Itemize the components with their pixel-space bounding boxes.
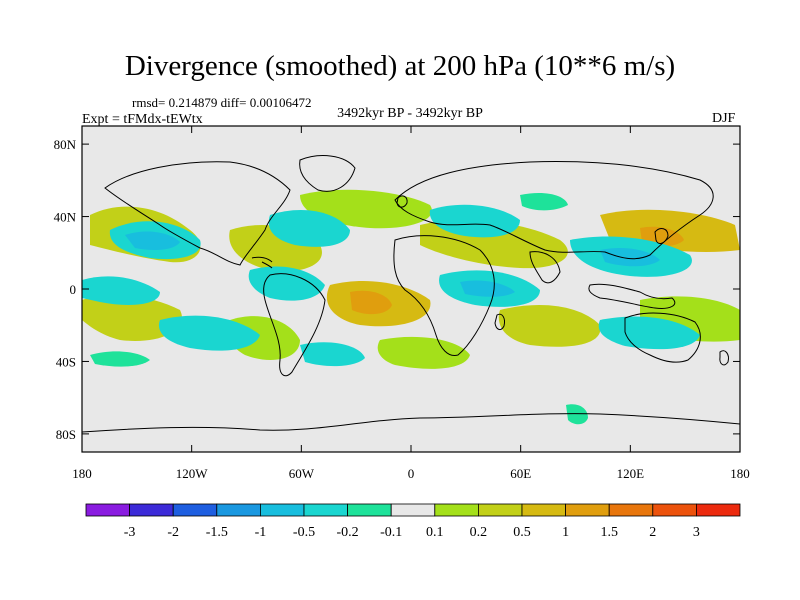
colorbar-label: -2 bbox=[167, 525, 179, 540]
colorbar-label: -0.2 bbox=[337, 525, 359, 540]
coast-uk bbox=[396, 195, 408, 208]
coast-australia bbox=[624, 312, 701, 363]
colorbar-swatch bbox=[129, 503, 174, 517]
y-tick-label: 40N bbox=[54, 210, 77, 225]
coast-north-america bbox=[104, 161, 291, 266]
experiment-label: Expt = tFMdx-tEWtx bbox=[82, 112, 203, 127]
field-patch-negative-7 bbox=[82, 276, 160, 305]
x-axis: 180 120W 60W 0 60E 120E 180 bbox=[72, 126, 750, 481]
rmsd-diff-label: rmsd= 0.214879 diff= 0.00106472 bbox=[132, 95, 312, 110]
x-tick-label: 120E bbox=[617, 466, 645, 481]
colorbar-swatch bbox=[696, 503, 741, 517]
season-label: DJF bbox=[712, 111, 736, 126]
map-background bbox=[82, 126, 740, 452]
coast-caribbean bbox=[251, 256, 273, 269]
x-tick-label: 60E bbox=[510, 466, 531, 481]
y-tick-label: 0 bbox=[70, 282, 77, 297]
colorbar-swatch bbox=[303, 503, 348, 517]
colorbar-swatch bbox=[85, 503, 130, 517]
colorbar-swatch bbox=[652, 503, 697, 517]
colorbar-swatch bbox=[608, 503, 654, 517]
colorbar-label: 1 bbox=[562, 525, 569, 540]
field-patch-negative-16 bbox=[566, 404, 588, 425]
coast-new-zealand bbox=[719, 350, 729, 366]
coast-india bbox=[529, 251, 561, 284]
field-patch-negative-14 bbox=[520, 193, 568, 211]
coast-south-america bbox=[263, 273, 326, 377]
field-patch-negative-8 bbox=[248, 266, 325, 301]
field-patch-negative-6 bbox=[600, 248, 660, 267]
field-patch-negative-10 bbox=[460, 280, 515, 297]
colorbar-swatch bbox=[259, 503, 305, 517]
y-tick-label: 80S bbox=[56, 427, 76, 442]
colorbar-label: 3 bbox=[693, 525, 700, 540]
colorbar-swatch bbox=[390, 503, 436, 517]
field-patch-negative-11 bbox=[158, 315, 260, 351]
colorbar-label: 0.2 bbox=[470, 525, 488, 540]
field-patch-negative-4 bbox=[429, 204, 520, 238]
colorbar-label: 1.5 bbox=[600, 525, 618, 540]
colorbar-label: -0.5 bbox=[293, 525, 315, 540]
colorbar-label: -3 bbox=[124, 525, 136, 540]
colorbar-swatch bbox=[216, 503, 261, 517]
colorbar-swatch bbox=[172, 503, 218, 517]
field-patch-negative-15 bbox=[90, 351, 150, 367]
field-patch-negative-13 bbox=[300, 342, 365, 367]
coast-africa bbox=[393, 235, 495, 357]
x-tick-label: 0 bbox=[408, 466, 415, 481]
colorbar-label: -1.5 bbox=[206, 525, 228, 540]
colorbar-label: -0.1 bbox=[380, 525, 402, 540]
coast-japan bbox=[654, 228, 669, 244]
field-patch-positive-11 bbox=[377, 336, 470, 369]
divergence-field bbox=[82, 189, 740, 425]
period-label: 3492kyr BP - 3492kyr BP bbox=[337, 106, 483, 121]
colorbar-swatch bbox=[521, 503, 566, 517]
colorbar-swatch bbox=[347, 503, 392, 517]
coast-antarctica bbox=[82, 413, 740, 433]
colorbar-label: 0.1 bbox=[426, 525, 444, 540]
coast-greenland bbox=[299, 155, 356, 192]
plot-title: Divergence (smoothed) at 200 hPa (10**6 … bbox=[124, 50, 676, 82]
field-patch-positive-8 bbox=[498, 305, 601, 347]
x-tick-label: 60W bbox=[289, 466, 315, 481]
x-tick-label: 180 bbox=[730, 466, 750, 481]
x-tick-label: 120W bbox=[176, 466, 209, 481]
field-patch-negative-12 bbox=[598, 316, 700, 350]
coast-madagascar bbox=[494, 313, 505, 331]
field-patch-negative-3 bbox=[268, 210, 350, 247]
field-patch-positive-6 bbox=[82, 294, 182, 341]
field-patch-negative-2 bbox=[125, 231, 180, 250]
y-axis: 80N 40N 0 40S 80S bbox=[54, 137, 740, 442]
colorbar-label: -1 bbox=[255, 525, 267, 540]
coast-eurasia bbox=[394, 161, 714, 260]
colorbar-label: 0.5 bbox=[513, 525, 531, 540]
colorbar-swatch bbox=[565, 503, 610, 517]
colorbar-label: 2 bbox=[649, 525, 656, 540]
colorbar-swatch bbox=[477, 503, 523, 517]
x-tick-label: 180 bbox=[72, 466, 92, 481]
y-tick-label: 80N bbox=[54, 137, 77, 152]
colorbar: -3 -2 -1.5 -1 -0.5 -0.2 -0.1 0.1 0.2 0.5 1 1.5 2 3 bbox=[85, 503, 741, 540]
colorbar-swatch bbox=[434, 503, 479, 517]
coast-maritime-continent bbox=[588, 283, 676, 309]
field-patch-positive-12 bbox=[350, 290, 392, 315]
y-tick-label: 40S bbox=[56, 354, 76, 369]
coastlines bbox=[82, 155, 740, 433]
